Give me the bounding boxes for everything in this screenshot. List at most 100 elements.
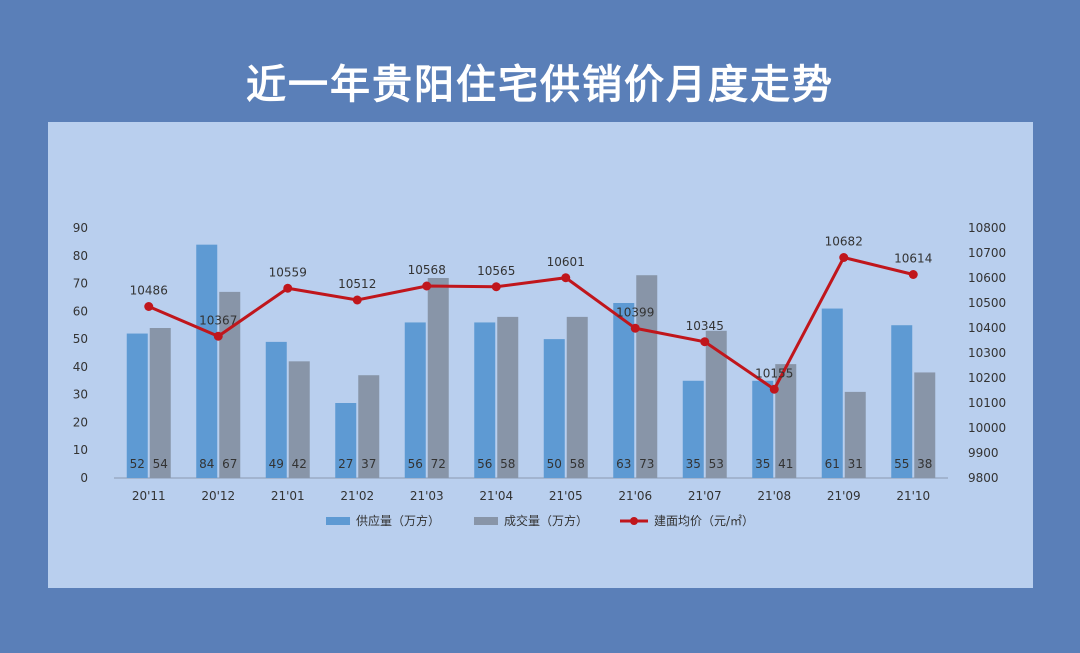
sales-bar: [844, 391, 866, 478]
price-point: [561, 273, 571, 283]
right-axis-tick-label: 10500: [968, 296, 1006, 310]
price-data-label: 10512: [338, 277, 376, 291]
left-axis-tick-label: 10: [73, 443, 88, 457]
right-axis-tick-label: 9800: [968, 471, 999, 485]
supply-bar: [335, 403, 357, 478]
sales-data-label: 58: [570, 457, 585, 471]
sales-data-label: 41: [778, 457, 793, 471]
supply-data-label: 84: [199, 457, 214, 471]
supply-data-label: 35: [755, 457, 770, 471]
sales-bar: [914, 372, 936, 478]
x-axis-tick-label: 21'01: [271, 489, 305, 503]
sales-bar: [705, 330, 727, 478]
page-title: 近一年贵阳住宅供销价月度走势: [246, 62, 834, 108]
supply-bar: [682, 380, 704, 478]
left-axis-tick-label: 20: [73, 415, 88, 429]
price-point: [283, 283, 293, 293]
sales-bar: [566, 316, 588, 478]
supply-bar: [265, 341, 287, 478]
supply-sales-price-chart: 0 10 20 30 40 50 60 70 80 90 9800 9900 10000 10100 102…: [73, 221, 1006, 528]
left-axis-tick-label: 80: [73, 249, 88, 263]
supply-bar: [474, 322, 496, 478]
price-data-label: 10601: [547, 255, 585, 269]
price-point: [839, 253, 849, 262]
left-axis-tick-label: 50: [73, 332, 88, 346]
right-axis-tick-label: 10700: [968, 246, 1006, 260]
price-data-label: 10682: [825, 235, 863, 249]
supply-bar: [126, 333, 148, 478]
sales-data-label: 38: [917, 457, 932, 471]
supply-data-label: 55: [894, 457, 909, 471]
price-data-label: 10345: [686, 319, 724, 333]
x-axis-tick-label: 21'10: [896, 489, 930, 503]
right-axis-tick-label: 9900: [968, 446, 999, 460]
legend-supply-swatch: [326, 517, 350, 525]
sales-data-label: 37: [361, 457, 376, 471]
price-point: [491, 282, 501, 292]
price-data-label: 10155: [755, 366, 793, 380]
supply-data-label: 52: [130, 457, 145, 471]
sales-data-label: 72: [431, 457, 446, 471]
right-axis-tick-label: 10000: [968, 421, 1006, 435]
supply-data-label: 56: [477, 457, 492, 471]
x-axis-tick-label: 20'11: [132, 489, 166, 503]
price-point: [422, 281, 432, 291]
price-point: [213, 331, 223, 341]
supply-bar: [891, 325, 913, 478]
price-data-label: 10568: [408, 263, 446, 277]
legend-sales-swatch: [474, 517, 498, 525]
right-axis-tick-label: 10400: [968, 321, 1006, 335]
supply-bar: [196, 244, 218, 478]
x-axis-tick-label: 21'06: [618, 489, 652, 503]
sales-data-label: 42: [292, 457, 307, 471]
right-axis-tick-label: 10600: [968, 271, 1006, 285]
sales-data-label: 53: [709, 457, 724, 471]
price-data-label: 10399: [616, 305, 654, 319]
legend-sales-label: 成交量（万方）: [504, 513, 588, 528]
supply-data-label: 27: [338, 457, 353, 471]
supply-data-label: 61: [825, 457, 840, 471]
price-data-label: 10614: [894, 252, 932, 266]
sales-bar: [288, 361, 310, 478]
left-axis-tick-label: 40: [73, 360, 88, 374]
left-axis-tick-label: 30: [73, 388, 88, 402]
sales-bar: [358, 375, 380, 478]
sales-bar: [149, 328, 171, 478]
sales-data-label: 54: [153, 457, 168, 471]
x-axis-tick-label: 21'04: [479, 489, 513, 503]
supply-data-label: 56: [408, 457, 423, 471]
sales-data-label: 67: [222, 457, 237, 471]
chart-panel: 0 10 20 30 40 50 60 70 80 90 9800 9900 10000 10100 102…: [48, 122, 1033, 588]
right-axis-tick-label: 10100: [968, 396, 1006, 410]
legend-supply-label: 供应量（万方）: [356, 513, 440, 528]
right-axis-tick-label: 10200: [968, 371, 1006, 385]
supply-bar: [543, 339, 565, 478]
price-data-label: 10559: [269, 265, 307, 279]
price-point: [908, 270, 918, 279]
x-axis-tick-label: 21'09: [827, 489, 861, 503]
x-axis-tick-label: 21'05: [549, 489, 583, 503]
supply-data-label: 49: [269, 457, 284, 471]
price-data-label: 10486: [130, 284, 168, 298]
legend-price-label: 建面均价（元/㎡）: [654, 514, 754, 528]
left-axis-tick-label: 70: [73, 277, 88, 291]
supply-bar: [613, 303, 635, 478]
right-axis-tick-label: 10800: [968, 221, 1006, 235]
price-point: [352, 295, 362, 305]
x-axis-tick-label: 21'03: [410, 489, 444, 503]
left-axis-tick-label: 90: [73, 221, 88, 235]
sales-bar: [219, 291, 241, 478]
price-point: [700, 337, 710, 347]
supply-bar: [821, 308, 843, 478]
x-axis-tick-label: 21'08: [757, 489, 791, 503]
price-point: [144, 302, 154, 311]
price-line: [148, 255, 914, 392]
sales-data-label: 73: [639, 457, 654, 471]
x-axis-tick-label: 21'02: [340, 489, 374, 503]
legend-price-marker: [630, 517, 638, 525]
supply-bar: [404, 322, 426, 478]
sales-data-label: 31: [848, 457, 863, 471]
supply-data-label: 35: [686, 457, 701, 471]
price-point: [630, 323, 640, 333]
price-data-label: 10565: [477, 264, 515, 278]
